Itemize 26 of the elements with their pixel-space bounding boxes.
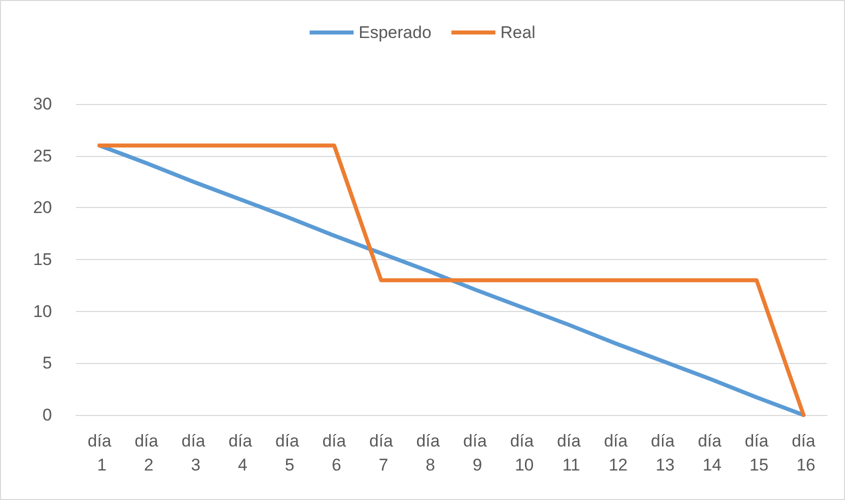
legend-label: Esperado bbox=[358, 23, 432, 42]
line-series bbox=[97, 143, 806, 417]
x-tick-label: día 1 bbox=[88, 432, 112, 474]
y-tick-label: 0 bbox=[42, 406, 52, 424]
x-tick-label: día 13 bbox=[650, 432, 676, 474]
x-tick-label: día 6 bbox=[322, 432, 347, 474]
y-tick-label: 5 bbox=[42, 354, 52, 373]
x-tick-label: día 14 bbox=[698, 432, 722, 474]
x-tick-label: día 11 bbox=[557, 432, 582, 474]
y-tick-label: 30 bbox=[33, 94, 52, 114]
y-tick-label: 15 bbox=[33, 250, 52, 269]
x-tick-label: día 8 bbox=[416, 432, 440, 474]
x-tick-label: día 5 bbox=[275, 432, 300, 474]
x-tick-label: día 4 bbox=[228, 432, 253, 474]
y-tick-label: 10 bbox=[33, 302, 52, 321]
x-tick-label: día 12 bbox=[604, 432, 628, 474]
x-tick-label: día 9 bbox=[463, 432, 488, 474]
x-tick-label: día 16 bbox=[792, 432, 816, 474]
x-tick-label: día 10 bbox=[510, 432, 534, 474]
legend-label: Real bbox=[500, 23, 536, 42]
y-tick-label: 25 bbox=[33, 146, 52, 166]
x-tick-label: día 3 bbox=[182, 432, 206, 474]
y-tick-label: 20 bbox=[33, 198, 52, 218]
x-tick-label: día 2 bbox=[134, 432, 159, 474]
x-tick-label: día 7 bbox=[369, 432, 394, 474]
x-tick-label: día 15 bbox=[744, 432, 769, 474]
